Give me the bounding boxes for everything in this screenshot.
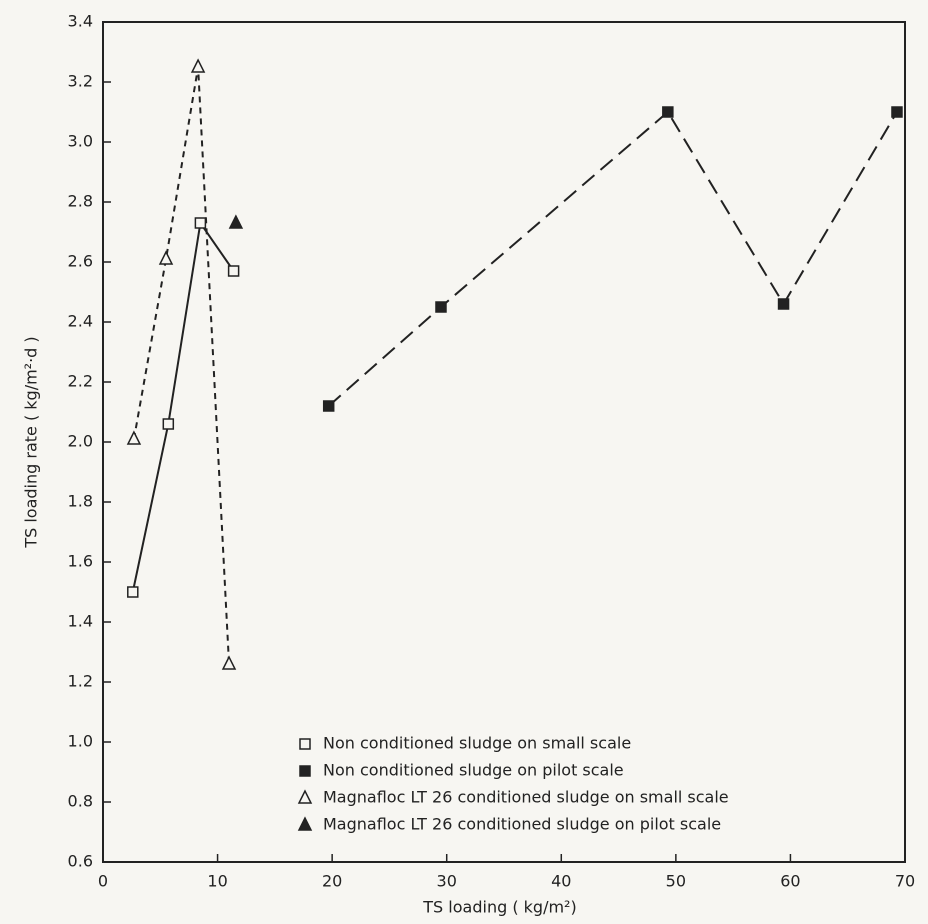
y-tick-label: 1.0: [68, 732, 93, 751]
legend-label: Non conditioned sludge on pilot scale: [323, 761, 624, 780]
y-tick-label: 2.6: [68, 252, 93, 271]
y-tick-label: 1.4: [68, 612, 93, 631]
legend-marker: [300, 739, 310, 749]
x-tick-label: 60: [780, 872, 800, 891]
marker: [128, 587, 138, 597]
series-line: [134, 67, 229, 664]
marker: [663, 107, 673, 117]
y-tick-label: 2.2: [68, 372, 93, 391]
marker: [779, 299, 789, 309]
x-tick-label: 70: [895, 872, 915, 891]
series-line: [133, 223, 234, 592]
y-tick-label: 2.4: [68, 312, 93, 331]
x-tick-label: 30: [437, 872, 457, 891]
marker: [229, 266, 239, 276]
y-tick-label: 1.2: [68, 672, 93, 691]
y-tick-label: 2.8: [68, 192, 93, 211]
marker: [195, 218, 205, 228]
marker: [230, 216, 242, 228]
y-tick-label: 0.6: [68, 852, 93, 871]
y-tick-label: 3.0: [68, 132, 93, 151]
legend-label: Non conditioned sludge on small scale: [323, 734, 631, 753]
marker: [223, 657, 235, 669]
chart: TS loading ( kg/m²) TS loading rate ( kg…: [0, 0, 928, 924]
legend-marker: [299, 791, 311, 803]
legend-label: Magnafloc LT 26 conditioned sludge on sm…: [323, 788, 729, 807]
marker: [324, 401, 334, 411]
y-tick-label: 1.6: [68, 552, 93, 571]
y-axis-label: TS loading rate ( kg/m²·d ): [22, 336, 41, 548]
y-tick-label: 3.2: [68, 72, 93, 91]
legend-label: Magnafloc LT 26 conditioned sludge on pi…: [323, 815, 721, 834]
marker: [436, 302, 446, 312]
marker: [892, 107, 902, 117]
x-tick-label: 20: [322, 872, 342, 891]
marker: [160, 252, 172, 264]
y-tick-label: 2.0: [68, 432, 93, 451]
marker: [192, 60, 204, 72]
x-axis-label: TS loading ( kg/m²): [422, 898, 576, 917]
y-tick-label: 0.8: [68, 792, 93, 811]
x-tick-label: 10: [207, 872, 227, 891]
y-tick-label: 3.4: [68, 12, 93, 31]
marker: [163, 419, 173, 429]
x-tick-label: 40: [551, 872, 571, 891]
x-tick-label: 0: [98, 872, 108, 891]
legend-marker: [299, 818, 311, 830]
page: TS loading ( kg/m²) TS loading rate ( kg…: [0, 0, 928, 924]
marker: [128, 432, 140, 444]
legend-marker: [300, 766, 310, 776]
series-line: [329, 112, 897, 406]
x-tick-label: 50: [666, 872, 686, 891]
y-tick-label: 1.8: [68, 492, 93, 511]
